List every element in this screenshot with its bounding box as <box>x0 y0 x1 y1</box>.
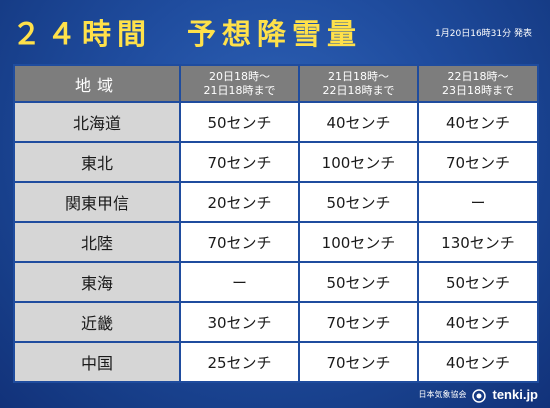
snowfall-table: 地域 20日18時～ 21日18時まで 21日18時～ 22日18時まで 22日… <box>13 64 539 383</box>
snowfall-cell: 100センチ <box>298 221 419 263</box>
snowfall-cell: 130センチ <box>417 221 539 263</box>
period-start: 20日18時～ <box>209 69 270 83</box>
region-column-header: 地域 <box>13 64 181 103</box>
region-cell: 北海道 <box>13 101 181 143</box>
period-end: 23日18時まで <box>442 83 514 97</box>
tenki-logo: tenki.jp <box>492 387 538 402</box>
period-end: 22日18時まで <box>322 83 395 97</box>
snowfall-cell: 50センチ <box>298 181 419 223</box>
period-end: 21日18時まで <box>203 83 276 97</box>
snowfall-cell: 20センチ <box>179 181 300 223</box>
table-row: 近畿 30センチ 70センチ 40センチ <box>13 301 539 343</box>
snowfall-cell: ー <box>179 261 300 303</box>
snowfall-cell: 40センチ <box>417 341 539 383</box>
snowfall-cell: 70センチ <box>417 141 539 183</box>
period-column-header: 21日18時～ 22日18時まで <box>298 64 419 103</box>
period-start: 21日18時～ <box>328 69 389 83</box>
region-cell: 近畿 <box>13 301 181 343</box>
table-row: 関東甲信 20センチ 50センチ ー <box>13 181 539 223</box>
organization-name: 日本気象協会 <box>418 390 467 399</box>
region-cell: 関東甲信 <box>13 181 181 223</box>
region-cell: 中国 <box>13 341 181 383</box>
snowfall-cell: 25センチ <box>179 341 300 383</box>
page-title: ２４時間 予想降雪量 <box>12 17 363 51</box>
region-cell: 東北 <box>13 141 181 183</box>
region-cell: 北陸 <box>13 221 181 263</box>
snowfall-cell: 50センチ <box>179 101 300 143</box>
snowfall-cell: 100センチ <box>298 141 419 183</box>
snowfall-cell: 70センチ <box>298 301 419 343</box>
period-start: 22日18時～ <box>447 69 509 83</box>
snowfall-cell: 70センチ <box>179 141 300 183</box>
snowfall-cell: 30センチ <box>179 301 300 343</box>
snowfall-cell: 40センチ <box>298 101 419 143</box>
table-row: 北海道 50センチ 40センチ 40センチ <box>13 101 539 143</box>
period-column-header: 22日18時～ 23日18時まで <box>417 64 539 103</box>
table-header-row: 地域 20日18時～ 21日18時まで 21日18時～ 22日18時まで 22日… <box>13 64 539 103</box>
sun-cloud-icon <box>472 388 487 403</box>
table-row: 東北 70センチ 100センチ 70センチ <box>13 141 539 183</box>
region-cell: 東海 <box>13 261 181 303</box>
issued-timestamp: 1月20日16時31分 発表 <box>435 29 532 39</box>
snowfall-cell: 50センチ <box>298 261 419 303</box>
table-row: 北陸 70センチ 100センチ 130センチ <box>13 221 539 263</box>
snowfall-cell: ー <box>417 181 539 223</box>
snowfall-cell: 50センチ <box>417 261 539 303</box>
table-row: 東海 ー 50センチ 50センチ <box>13 261 539 303</box>
footer-credit: 日本気象協会 tenki.jp <box>418 387 538 403</box>
snowfall-cell: 40センチ <box>417 101 539 143</box>
snowfall-cell: 70センチ <box>298 341 419 383</box>
snowfall-cell: 70センチ <box>179 221 300 263</box>
snowfall-cell: 40センチ <box>417 301 539 343</box>
period-column-header: 20日18時～ 21日18時まで <box>179 64 300 103</box>
table-row: 中国 25センチ 70センチ 40センチ <box>13 341 539 383</box>
